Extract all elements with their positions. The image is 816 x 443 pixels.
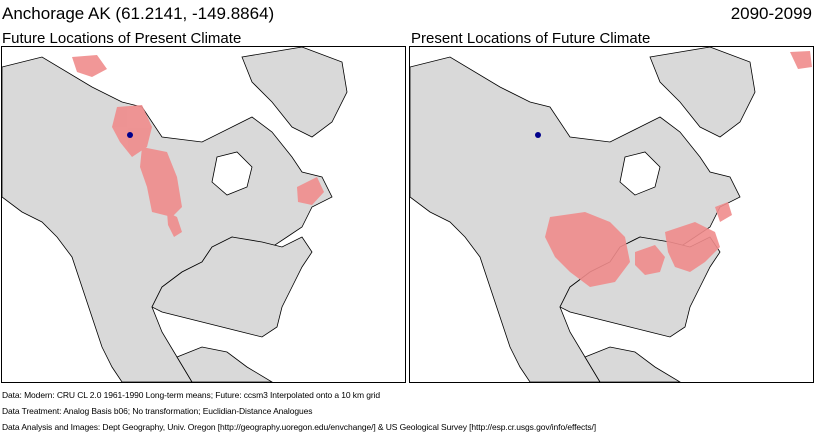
- left-panel-title: Future Locations of Present Climate: [2, 30, 242, 47]
- hudson-bay: [619, 151, 661, 196]
- analog-region-arctic: [72, 55, 107, 77]
- analog-region-coast: [140, 147, 182, 217]
- footer-data-source: Data: Modern: CRU CL 2.0 1961-1990 Long-…: [2, 390, 380, 400]
- footer-credits: Data Analysis and Images: Dept Geography…: [2, 422, 597, 432]
- hudson-bay: [211, 151, 253, 196]
- analog-region-labrador: [297, 177, 324, 205]
- footer-data-treatment: Data Treatment: Analog Basis b06; No tra…: [2, 406, 313, 416]
- analog-region-midwest: [635, 245, 665, 275]
- analog-region-west: [545, 212, 630, 287]
- analog-region-greenland-tip: [790, 51, 812, 69]
- analog-regions: [72, 55, 324, 237]
- land-masses: [2, 47, 348, 382]
- period-label: 2090-2099: [730, 4, 812, 23]
- east-coast-land: [151, 236, 313, 338]
- right-panel-title: Present Locations of Future Climate: [411, 30, 651, 47]
- analog-regions: [545, 51, 812, 287]
- central-america-land: [584, 346, 681, 382]
- analog-region-rockies: [167, 212, 182, 237]
- right-map-panel: [409, 46, 814, 383]
- analog-region-alaska: [112, 105, 152, 157]
- site-marker: [535, 132, 541, 138]
- greenland-land: [241, 47, 348, 138]
- analog-region-maritime: [715, 202, 732, 222]
- left-map-panel: [1, 46, 406, 383]
- analog-region-northeast: [665, 222, 720, 272]
- central-america-land: [176, 346, 273, 382]
- site-marker: [127, 132, 133, 138]
- right-map-svg: [410, 47, 812, 382]
- location-title: Anchorage AK (61.2141, -149.8864): [2, 4, 275, 23]
- greenland-land: [649, 47, 756, 138]
- left-map-svg: [2, 47, 348, 382]
